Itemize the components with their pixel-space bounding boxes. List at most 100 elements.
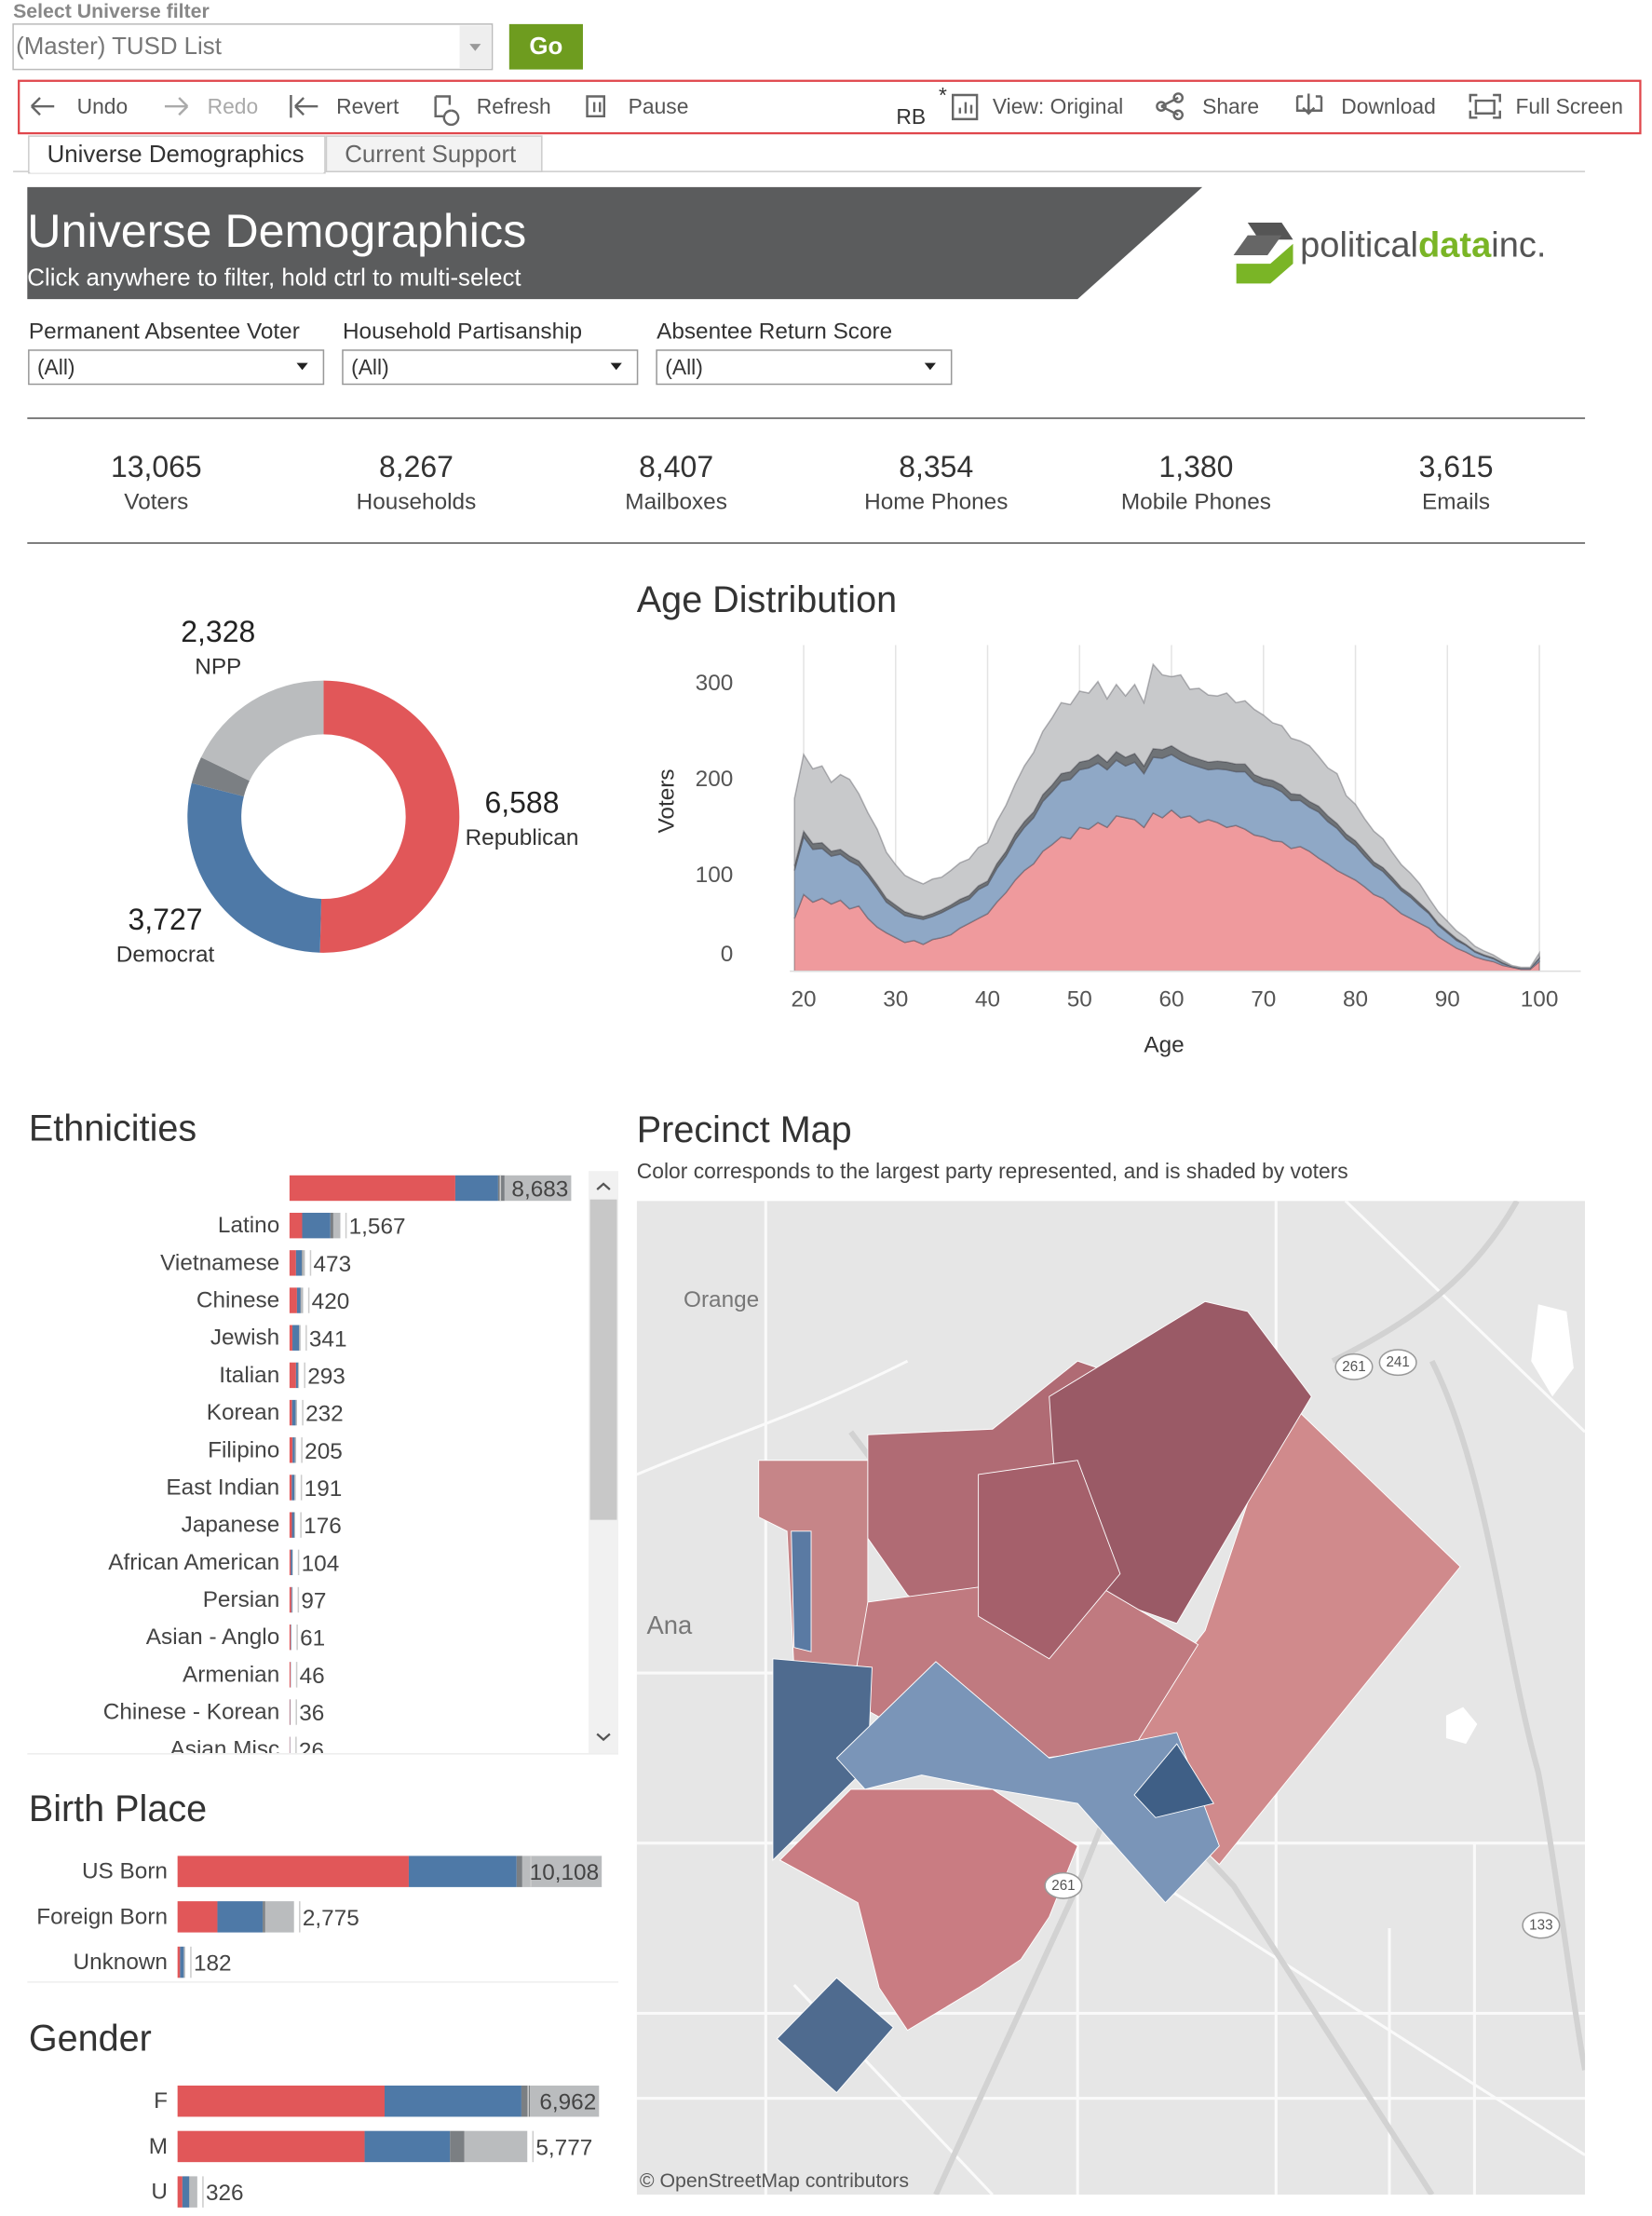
bar-segment[interactable] bbox=[294, 1475, 296, 1501]
bar-segment[interactable] bbox=[385, 2085, 521, 2117]
bar-segment[interactable] bbox=[521, 2085, 531, 2117]
universe-select[interactable] bbox=[12, 23, 494, 71]
bar-segment[interactable] bbox=[289, 1287, 297, 1313]
tab-label[interactable]: Universe Demographics bbox=[47, 142, 305, 168]
bar-segment[interactable] bbox=[182, 2176, 190, 2208]
donut-slice[interactable] bbox=[319, 680, 460, 953]
filter-value[interactable]: (All) bbox=[351, 355, 389, 379]
bar-segment[interactable] bbox=[294, 1512, 296, 1538]
bar-segment[interactable] bbox=[301, 1287, 304, 1313]
x-axis-title: Age bbox=[1144, 1032, 1184, 1057]
bar-segment[interactable] bbox=[302, 1250, 305, 1276]
bar-segment[interactable] bbox=[464, 2130, 528, 2163]
refresh[interactable]: Refresh bbox=[477, 94, 551, 118]
bar-segment[interactable] bbox=[289, 1175, 455, 1202]
bar-segment[interactable] bbox=[264, 1901, 294, 1933]
bar-segment[interactable] bbox=[289, 1624, 291, 1651]
bar-segment[interactable] bbox=[289, 1475, 292, 1501]
bar-segment[interactable] bbox=[295, 1250, 303, 1276]
revert[interactable]: Revert bbox=[336, 94, 399, 118]
bar-segment[interactable] bbox=[217, 1901, 264, 1933]
bar-segment[interactable] bbox=[289, 1662, 291, 1688]
bar-segment[interactable] bbox=[289, 1362, 296, 1389]
bar-segment[interactable] bbox=[292, 1325, 299, 1351]
road-shield bbox=[1334, 1353, 1374, 1380]
bar-segment[interactable] bbox=[300, 1287, 302, 1313]
filter-dropdown[interactable] bbox=[342, 349, 639, 386]
tab[interactable] bbox=[325, 135, 543, 172]
precinct-map[interactable]: Orange Ana 261 241 261 133 © OpenStreetMap … bbox=[636, 1201, 1586, 2196]
bar-segment[interactable] bbox=[289, 1212, 303, 1239]
bar-segment[interactable] bbox=[497, 1175, 505, 1202]
kpi-value: 1,380 bbox=[1158, 450, 1233, 483]
bar-segment[interactable] bbox=[294, 1437, 297, 1463]
bar-segment[interactable] bbox=[450, 2130, 465, 2163]
bar-segment[interactable] bbox=[177, 2130, 365, 2163]
logo-part: data bbox=[1418, 225, 1492, 265]
bar-segment[interactable] bbox=[299, 1325, 301, 1351]
total-label: 293 bbox=[307, 1364, 345, 1389]
bar-segment[interactable] bbox=[289, 1586, 291, 1613]
filter-value[interactable]: (All) bbox=[37, 355, 75, 379]
bar-segment[interactable] bbox=[454, 1175, 498, 1202]
bar-segment[interactable] bbox=[364, 2130, 451, 2163]
filter-value[interactable]: (All) bbox=[665, 355, 703, 379]
bar-segment[interactable] bbox=[291, 1399, 296, 1426]
tab-active[interactable] bbox=[28, 135, 326, 174]
bar-segment[interactable] bbox=[295, 1362, 298, 1389]
bar-segment[interactable] bbox=[263, 1901, 265, 1933]
bar-segment[interactable] bbox=[180, 1946, 184, 1978]
bar-segment[interactable] bbox=[291, 1549, 293, 1576]
bar-segment[interactable] bbox=[291, 1586, 292, 1613]
pause[interactable]: Pause bbox=[629, 94, 689, 118]
filter-dropdown[interactable] bbox=[28, 349, 325, 386]
bar-segment[interactable] bbox=[291, 1586, 293, 1613]
area[interactable] bbox=[793, 662, 1540, 970]
redo[interactable]: Redo bbox=[208, 94, 259, 118]
bar-segment[interactable] bbox=[302, 1250, 303, 1276]
bar-segment[interactable] bbox=[530, 2085, 600, 2117]
bar-segment[interactable] bbox=[516, 1856, 522, 1887]
bar-segment[interactable] bbox=[289, 1437, 293, 1463]
download[interactable]: Download bbox=[1341, 94, 1436, 118]
bar-segment[interactable] bbox=[183, 1946, 185, 1978]
filter-label: Permanent Absentee Voter bbox=[29, 319, 300, 345]
bar-segment[interactable] bbox=[289, 1699, 291, 1725]
bar-segment[interactable] bbox=[330, 1212, 333, 1239]
bar-segment[interactable] bbox=[291, 1475, 295, 1501]
scroll-arrows[interactable] bbox=[596, 1182, 611, 1742]
bar-segment[interactable] bbox=[177, 2176, 183, 2208]
bar-segment[interactable] bbox=[289, 1250, 296, 1276]
go-button[interactable] bbox=[508, 23, 583, 70]
bar-segment[interactable] bbox=[302, 1212, 331, 1239]
bar-segment[interactable] bbox=[177, 1901, 218, 1933]
share[interactable]: Share bbox=[1202, 94, 1259, 118]
bar-segment[interactable] bbox=[177, 1856, 409, 1887]
bar-segment[interactable] bbox=[177, 1946, 181, 1978]
bar-segment[interactable] bbox=[177, 2085, 386, 2117]
view[interactable]: View: Original bbox=[993, 94, 1123, 118]
bar-segment[interactable] bbox=[289, 1325, 293, 1351]
undo[interactable]: Undo bbox=[77, 94, 129, 118]
bar-segment[interactable] bbox=[504, 1175, 572, 1202]
tab-label[interactable]: Current Support bbox=[345, 142, 516, 168]
map-title: Precinct Map bbox=[637, 1109, 852, 1150]
bar-segment[interactable] bbox=[298, 1362, 300, 1389]
donut-slice[interactable] bbox=[200, 680, 324, 782]
bar-segment[interactable] bbox=[289, 1512, 292, 1538]
bar-segment[interactable] bbox=[291, 1512, 294, 1538]
full-screen[interactable]: Full Screen bbox=[1515, 94, 1622, 118]
scroll-thumb[interactable] bbox=[589, 1199, 617, 1520]
bar-segment[interactable] bbox=[521, 1856, 603, 1887]
bar-segment[interactable] bbox=[408, 1856, 517, 1887]
bar-segment[interactable] bbox=[189, 2176, 197, 2208]
donut-slice[interactable] bbox=[187, 782, 322, 953]
bar-segment[interactable] bbox=[292, 1437, 295, 1463]
bar-segment[interactable] bbox=[296, 1287, 301, 1313]
bar-segment[interactable] bbox=[289, 1399, 292, 1426]
bar-segment[interactable] bbox=[289, 1549, 291, 1576]
filter-dropdown[interactable] bbox=[656, 349, 953, 386]
bar-segment[interactable] bbox=[332, 1212, 341, 1239]
donut-slice[interactable] bbox=[191, 757, 250, 797]
bar-segment[interactable] bbox=[295, 1399, 297, 1426]
